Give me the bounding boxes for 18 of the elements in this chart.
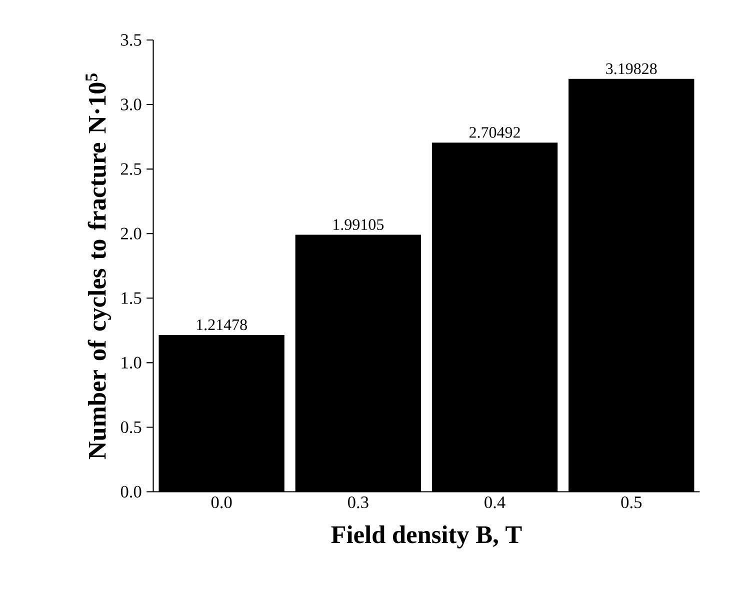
y-tick-label: 3.5 (121, 34, 142, 46)
data-label: 2.70492 (469, 127, 520, 138)
y-tick-label: 2.5 (120, 163, 142, 176)
x-tick-label: 0.5 (621, 496, 642, 508)
data-label: 1.99105 (334, 219, 384, 230)
y-tick-label: 0.0 (120, 486, 142, 498)
y-axis-title: Number of cycles to fracture N·10$^{5}$ (86, 74, 112, 460)
data-label: 1.21478 (196, 320, 247, 330)
y-tick-label: 2.0 (120, 228, 142, 240)
y-tick-label: 1.5 (122, 292, 142, 304)
x-axis-title: Field density B, T (331, 526, 522, 549)
y-tick-label: 3.0 (121, 98, 142, 111)
x-tick-label: 0.3 (348, 496, 368, 508)
x-tick-label: 0.4 (484, 496, 506, 508)
y-tick-label: 0.5 (120, 421, 142, 434)
y-tick-label: 1.0 (122, 356, 142, 369)
data-label: 3.19828 (606, 63, 657, 74)
x-tick-label: 0.0 (211, 496, 232, 508)
